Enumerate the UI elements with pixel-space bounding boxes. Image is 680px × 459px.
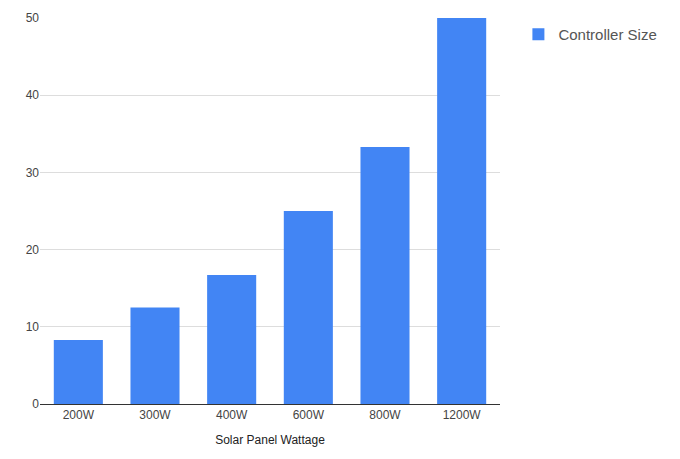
svg-text:10: 10 <box>26 320 40 334</box>
svg-text:1200W: 1200W <box>443 408 482 422</box>
svg-text:50: 50 <box>26 11 40 25</box>
svg-text:Controller Size: Controller Size <box>558 26 656 43</box>
svg-text:40: 40 <box>26 88 40 102</box>
svg-text:20: 20 <box>26 243 40 257</box>
svg-text:300W: 300W <box>139 408 171 422</box>
svg-text:400W: 400W <box>216 408 248 422</box>
svg-text:0: 0 <box>32 397 39 411</box>
svg-text:800W: 800W <box>369 408 401 422</box>
svg-text:600W: 600W <box>293 408 325 422</box>
svg-text:200W: 200W <box>63 408 95 422</box>
svg-text:30: 30 <box>26 166 40 180</box>
svg-text:Solar Panel Wattage: Solar Panel Wattage <box>215 433 325 447</box>
